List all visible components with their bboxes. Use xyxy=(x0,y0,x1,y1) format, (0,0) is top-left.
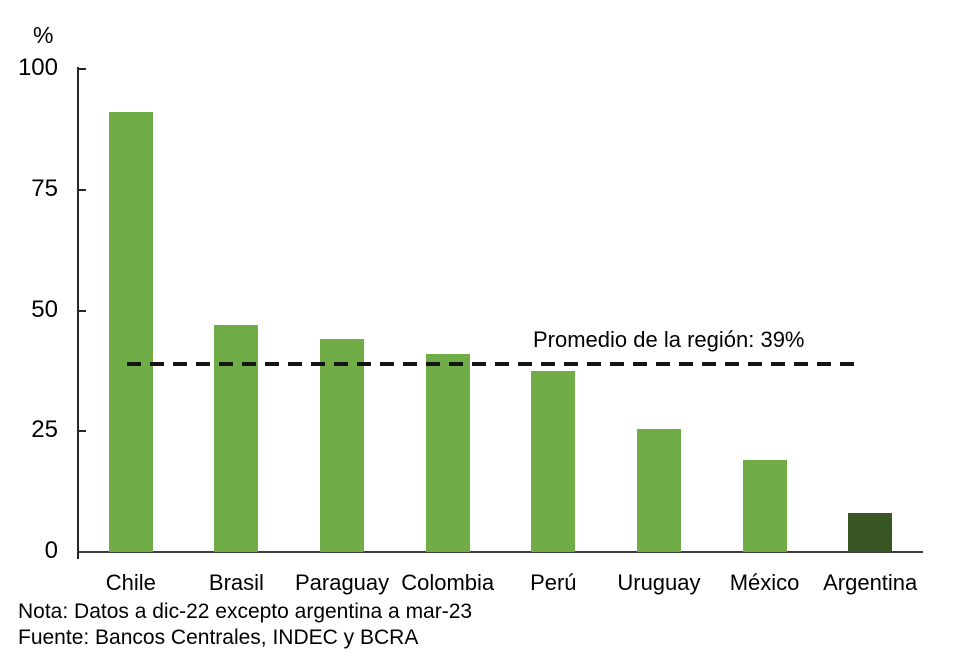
note-text: Nota: Datos a dic-22 excepto argentina a… xyxy=(18,600,473,623)
bar-colombia xyxy=(425,353,470,552)
y-axis-tick-mark xyxy=(78,309,86,312)
x-axis-line xyxy=(77,551,923,553)
bar-brasil xyxy=(214,324,259,552)
x-axis-category-label: Argentina xyxy=(823,570,918,595)
bar-mexico xyxy=(742,460,787,552)
x-axis-origin-tick xyxy=(77,552,79,559)
y-axis-tick-label: 25 xyxy=(31,416,58,444)
y-axis-tick-mark xyxy=(78,68,86,70)
bar-paraguay xyxy=(320,339,365,552)
bar-argentina xyxy=(848,513,893,552)
x-axis-category-label: Paraguay xyxy=(294,570,390,595)
source-text: Fuente: Bancos Centrales, INDEC y BCRA xyxy=(18,626,419,649)
bar-peru xyxy=(531,370,576,552)
x-axis-category-label: Chile xyxy=(105,570,156,595)
x-axis-category-label: Brasil xyxy=(208,570,264,595)
y-axis-tick-label: 75 xyxy=(31,174,58,202)
x-axis-category-label: México xyxy=(729,570,800,595)
x-axis-category-label: Perú xyxy=(530,570,577,595)
bar-chile xyxy=(108,112,153,552)
y-axis-unit-label: % xyxy=(33,22,54,48)
y-axis-tick-label: 100 xyxy=(17,53,58,81)
average-annotation-label: Promedio de la región: 39% xyxy=(533,327,805,352)
y-axis-tick-label: 0 xyxy=(44,536,58,564)
y-axis-tick-mark xyxy=(78,188,86,191)
average-reference-line xyxy=(127,361,860,366)
y-axis-tick-label: 50 xyxy=(31,295,58,323)
bar-uruguay xyxy=(636,428,681,552)
x-axis-category-label: Colombia xyxy=(401,570,495,595)
y-axis-tick-mark xyxy=(78,430,86,433)
x-axis-category-label: Uruguay xyxy=(617,570,701,595)
